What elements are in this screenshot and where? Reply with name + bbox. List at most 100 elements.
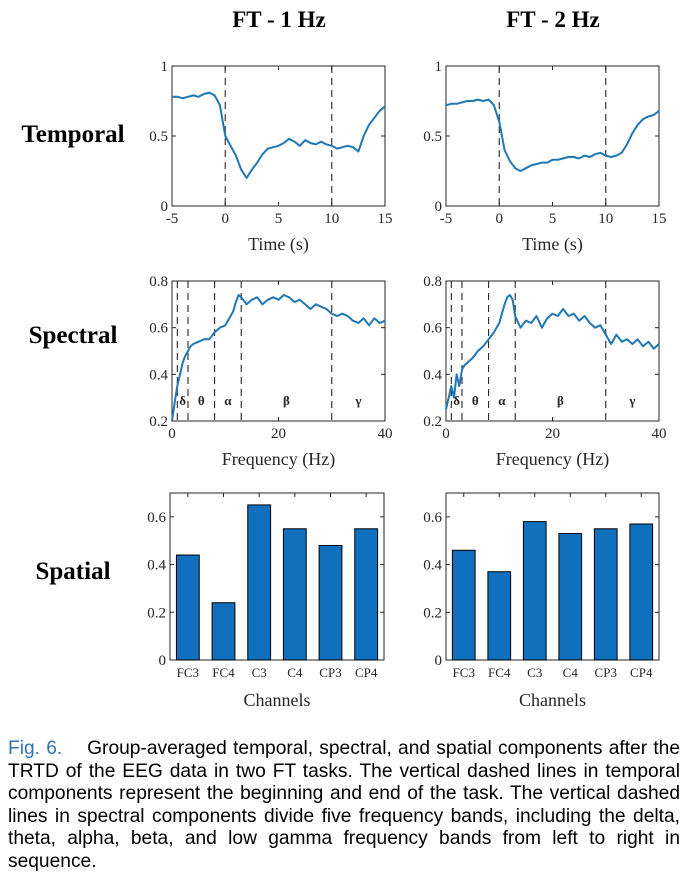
x-tick-label: CP4	[630, 665, 653, 680]
y-tick-label: 0	[435, 199, 443, 215]
plot-frame	[445, 492, 660, 661]
band-label: θ	[198, 393, 205, 408]
y-tick-label: 0.2	[149, 414, 168, 430]
x-tick-label: 5	[549, 211, 557, 227]
y-tick-label: 0.6	[147, 510, 166, 526]
bar-c4	[282, 528, 307, 661]
x-axis-label: Time (s)	[248, 234, 309, 255]
x-tick-label: C4	[563, 665, 579, 680]
x-tick-label: C3	[527, 665, 542, 680]
figure: FT - 1 Hz FT - 2 Hz Temporal Spectral Sp…	[21, 7, 666, 710]
x-tick-label: 0	[442, 426, 450, 442]
band-label: γ	[628, 393, 635, 408]
x-tick-label: 5	[275, 211, 283, 227]
band-label: γ	[354, 393, 361, 408]
caption-label: Fig. 6.	[8, 738, 63, 759]
data-series-line	[172, 91, 386, 179]
y-tick-label: 0.2	[423, 414, 442, 430]
x-tick-label: 0	[496, 211, 504, 227]
row-title-spectral: Spectral	[29, 322, 118, 349]
x-tick-label: CP4	[355, 665, 378, 680]
bar-fc3	[175, 554, 200, 661]
x-tick-label: FC4	[488, 665, 511, 680]
y-tick-label: 0.5	[149, 129, 168, 145]
data-series-line	[445, 98, 660, 172]
row-title-spatial: Spatial	[35, 558, 110, 585]
plot-frame	[169, 492, 385, 661]
spectral-1hz-plot: 0.2 0.4 0.6 0.8 0 20 40 δ θ α β γ Frequency (Hz)	[149, 274, 392, 470]
x-axis-label: Frequency (Hz)	[496, 449, 609, 470]
band-label: α	[224, 393, 232, 408]
band-label: δ	[179, 393, 186, 408]
x-tick-label: 40	[652, 426, 667, 442]
y-tick-label: 0.8	[149, 274, 168, 290]
band-label: β	[283, 393, 290, 408]
band-label: α	[498, 393, 506, 408]
column-title-2: FT - 2 Hz	[506, 7, 599, 32]
y-tick-label: 0.4	[423, 367, 442, 383]
x-axis-label: Time (s)	[522, 234, 583, 255]
data-series-line	[445, 294, 660, 410]
figure-caption: Fig. 6. Group-averaged temporal, spectra…	[8, 738, 680, 873]
x-tick-label: FC3	[453, 665, 475, 680]
x-axis-label: Channels	[519, 690, 586, 710]
band-label: θ	[472, 393, 479, 408]
y-tick-label: 0.8	[423, 274, 442, 290]
x-tick-label: 0	[222, 211, 230, 227]
x-tick-label: 10	[324, 211, 339, 227]
y-tick-label: 0	[161, 199, 169, 215]
y-tick-label: 0.6	[423, 510, 442, 526]
x-tick-label: 20	[271, 426, 286, 442]
y-tick-label: 0.6	[423, 321, 442, 337]
x-tick-label: 15	[652, 211, 667, 227]
y-tick-label: 0.6	[149, 321, 168, 337]
bar-c3	[522, 521, 547, 661]
y-tick-label: 0.2	[423, 605, 442, 621]
y-tick-label: 1	[435, 59, 443, 75]
bar-fc4	[487, 571, 512, 661]
x-axis-label: Channels	[244, 690, 311, 710]
band-label: β	[557, 393, 564, 408]
x-tick-label: -5	[166, 211, 179, 227]
y-tick-label: 0.2	[147, 605, 166, 621]
x-tick-label: 15	[378, 211, 393, 227]
bar-cp4	[354, 528, 379, 661]
x-tick-label: CP3	[595, 665, 617, 680]
caption-text: Group-averaged temporal, spectral, and s…	[8, 738, 680, 872]
y-tick-label: 0.5	[423, 129, 442, 145]
x-tick-label: -5	[440, 211, 453, 227]
bar-cp3	[318, 544, 343, 661]
x-tick-label: C4	[287, 665, 303, 680]
y-tick-label: 0.4	[147, 558, 166, 574]
x-tick-label: FC3	[177, 665, 199, 680]
x-tick-label: CP3	[319, 665, 341, 680]
y-tick-label: 0	[435, 653, 443, 669]
y-tick-label: 0	[159, 653, 167, 669]
band-label: δ	[453, 393, 460, 408]
bar-cp4	[629, 523, 654, 661]
bar-c4	[558, 533, 583, 661]
data-series-line	[171, 294, 386, 422]
x-axis-label: Frequency (Hz)	[222, 449, 335, 470]
spatial-2hz-plot: 0 0.2 0.4 0.6 FC3 FC4 C3 C4 CP3 CP4 Channels	[423, 492, 660, 710]
bar-fc3	[451, 549, 476, 661]
x-tick-label: 20	[545, 426, 560, 442]
x-tick-label: FC4	[212, 665, 235, 680]
spatial-1hz-plot: 0 0.2 0.4 0.6 FC3 FC4 C3 C4 CP3 CP4 Channels	[147, 492, 385, 710]
column-title-1: FT - 1 Hz	[232, 7, 325, 32]
y-tick-label: 1	[161, 59, 169, 75]
x-tick-label: C3	[252, 665, 267, 680]
bar-c3	[247, 504, 272, 661]
y-tick-label: 0.4	[149, 367, 168, 383]
plot-frame	[171, 65, 386, 207]
row-title-temporal: Temporal	[21, 121, 124, 148]
bar-fc4	[211, 602, 236, 661]
x-tick-label: 10	[598, 211, 613, 227]
plot-frame	[445, 65, 660, 207]
spectral-2hz-plot: 0.2 0.4 0.6 0.8 0 20 40 δ θ α β γ Frequency (Hz)	[423, 274, 666, 470]
x-tick-label: 40	[378, 426, 393, 442]
bar-cp3	[593, 528, 618, 661]
y-tick-label: 0.4	[423, 558, 442, 574]
